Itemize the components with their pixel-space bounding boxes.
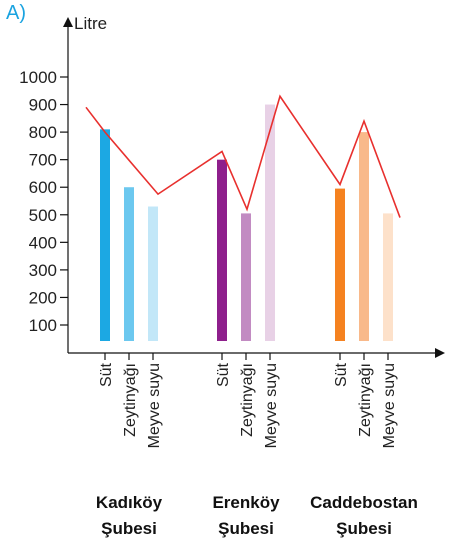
chart-axes: Litre 100 200 300 400 500 600 700 800 900 1000 (19, 14, 445, 360)
x-tick-label: Zeytinyağı (122, 363, 139, 437)
group-label-line1: Kadıköy (95, 493, 163, 512)
x-tick-label: Süt (215, 362, 232, 387)
y-tick-label: 500 (29, 206, 57, 225)
x-axis-arrow (435, 348, 445, 358)
y-tick-label: 400 (29, 233, 57, 252)
group-label: Erenköy Şubesi (181, 490, 311, 542)
group-label-line1: Erenköy (212, 493, 280, 512)
x-tick-label: Süt (333, 362, 350, 387)
bar (100, 129, 110, 341)
bar (335, 188, 345, 341)
y-tick-label: 300 (29, 261, 57, 280)
chart-line (85, 94, 401, 218)
y-tick-label: 700 (29, 151, 57, 170)
group-label: Caddebostan Şubesi (299, 490, 429, 542)
group-label: Kadıköy Şubesi (64, 490, 194, 542)
chart-labels: Süt Zeytinyağı Meyve suyu Süt Zeytinyağı Meyv… (98, 362, 398, 448)
x-tick-label: Süt (98, 362, 115, 387)
y-tick-label: 800 (29, 123, 57, 142)
chart-bars (100, 104, 393, 341)
y-tick-label: 900 (29, 96, 57, 115)
bar (359, 132, 369, 341)
group-label-line2: Şubesi (336, 519, 392, 538)
x-tick-label: Meyve suyu (146, 363, 163, 448)
bar (241, 213, 251, 341)
y-tick-label: 200 (29, 288, 57, 307)
bar (148, 206, 158, 341)
x-tick-label: Meyve suyu (381, 363, 398, 448)
group-label-line2: Şubesi (101, 519, 157, 538)
bar (265, 104, 275, 341)
group-label-line1: Caddebostan (310, 493, 418, 512)
y-axis-label: Litre (74, 14, 107, 33)
x-tick-label: Zeytinyağı (357, 363, 374, 437)
y-tick-label: 600 (29, 178, 57, 197)
y-tick-label: 100 (29, 316, 57, 335)
group-label-line2: Şubesi (218, 519, 274, 538)
x-tick-label: Meyve suyu (263, 363, 280, 448)
y-axis-arrow (63, 17, 73, 27)
panel-label: A) (6, 2, 26, 24)
bar (124, 187, 134, 341)
y-tick-label: 1000 (19, 68, 57, 87)
x-tick-label: Zeytinyağı (239, 363, 256, 437)
bar (383, 213, 393, 341)
bar (217, 159, 227, 341)
